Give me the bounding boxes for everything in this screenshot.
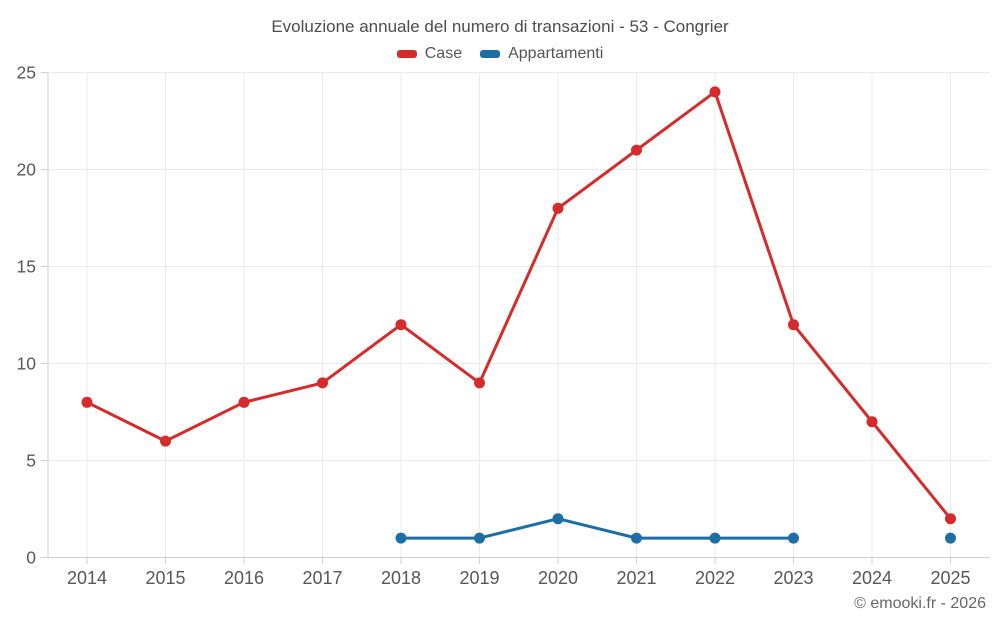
y-axis-label: 5 <box>26 451 36 471</box>
legend-item-case[interactable]: Case <box>396 45 463 63</box>
series-line-case <box>85 90 952 521</box>
data-point-case-2014[interactable] <box>81 396 93 408</box>
legend-swatch-appartamenti <box>480 50 501 58</box>
x-axis-label: 2022 <box>695 568 735 588</box>
legend-swatch-case <box>396 50 417 58</box>
data-point-case-2018[interactable] <box>395 319 407 331</box>
x-axis-label: 2021 <box>616 568 656 588</box>
x-axis-label: 2025 <box>930 568 970 588</box>
data-point-appartamenti-2025[interactable] <box>945 532 956 544</box>
data-point-case-2016[interactable] <box>238 396 250 408</box>
series-line-appartamenti <box>399 517 795 540</box>
x-axis-label: 2024 <box>852 568 892 588</box>
data-point-case-2025[interactable] <box>945 513 956 525</box>
data-point-appartamenti-2021[interactable] <box>631 532 642 544</box>
y-axis-label: 15 <box>17 257 36 277</box>
x-axis-label: 2014 <box>67 568 107 588</box>
legend-label-case: Case <box>424 45 463 62</box>
data-point-case-2019[interactable] <box>474 377 485 389</box>
x-axis-label: 2020 <box>538 568 578 588</box>
y-axis-label: 20 <box>17 160 37 180</box>
data-point-case-2015[interactable] <box>160 435 171 447</box>
chart-legend: Case Appartamenti <box>0 45 1000 63</box>
data-point-case-2022[interactable] <box>709 86 721 98</box>
y-axis-label: 0 <box>26 548 36 568</box>
legend-item-appartamenti[interactable]: Appartamenti <box>480 45 603 63</box>
data-point-appartamenti-2020[interactable] <box>552 513 564 525</box>
data-point-appartamenti-2022[interactable] <box>709 532 721 544</box>
x-axis-label: 2016 <box>224 568 264 588</box>
data-point-appartamenti-2019[interactable] <box>474 532 485 544</box>
data-point-case-2024[interactable] <box>866 416 878 428</box>
data-point-case-2023[interactable] <box>788 319 799 331</box>
x-axis-label: 2017 <box>302 568 342 588</box>
copyright-text: © emooki.fr - 2026 <box>854 595 986 612</box>
chart-title: Evoluzione annuale del numero di transaz… <box>271 17 729 36</box>
data-point-appartamenti-2023[interactable] <box>788 532 799 544</box>
x-axis-label: 2015 <box>145 568 185 588</box>
legend-label-appartamenti: Appartamenti <box>508 45 604 62</box>
data-point-case-2017[interactable] <box>317 377 328 389</box>
data-point-case-2020[interactable] <box>552 202 564 214</box>
x-axis-label: 2023 <box>773 568 813 588</box>
x-axis-label: 2018 <box>381 568 421 588</box>
data-point-appartamenti-2018[interactable] <box>395 532 407 544</box>
x-axis-label: 2019 <box>459 568 499 588</box>
y-axis-label: 25 <box>17 63 36 83</box>
y-axis-label: 10 <box>17 354 37 374</box>
data-point-case-2021[interactable] <box>631 144 642 156</box>
